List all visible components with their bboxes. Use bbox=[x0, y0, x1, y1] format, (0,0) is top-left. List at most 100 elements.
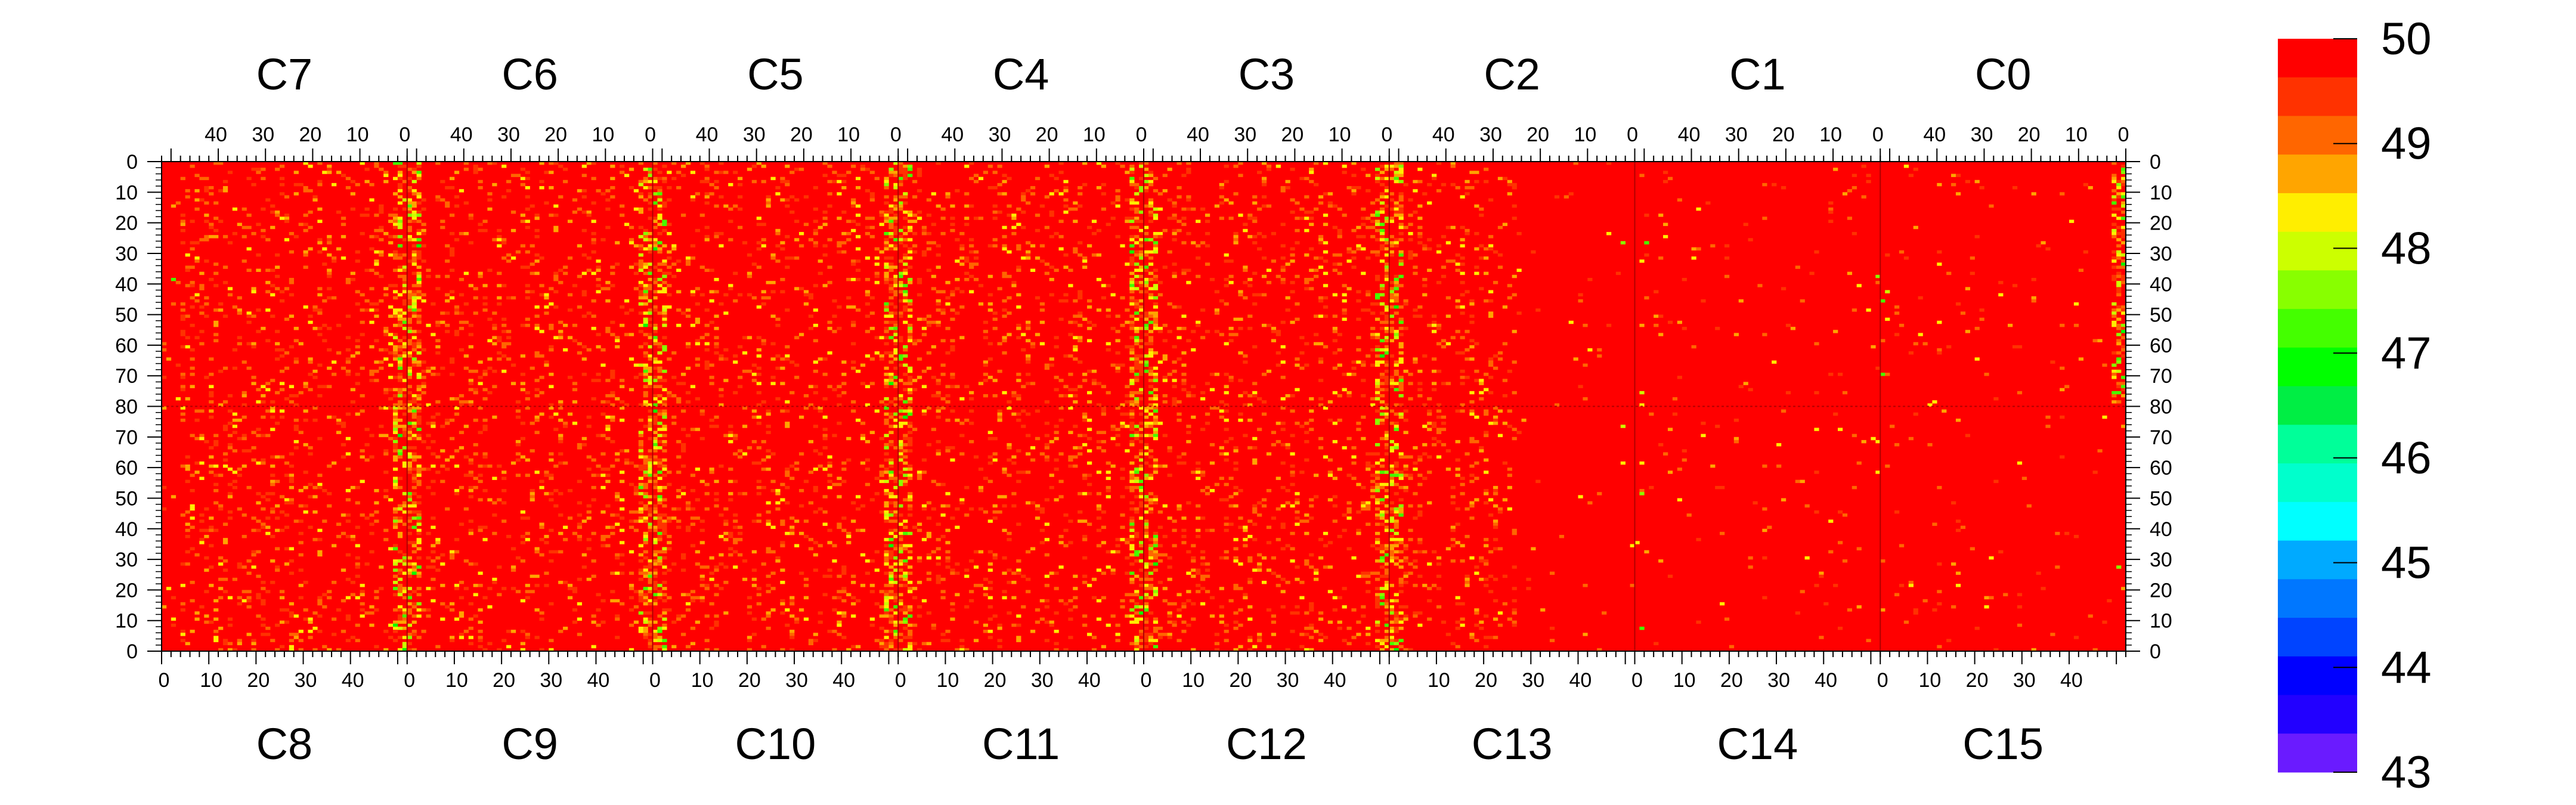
heatmap-cell bbox=[1063, 528, 1069, 532]
heatmap-cell bbox=[723, 204, 729, 208]
heatmap-cell bbox=[652, 580, 658, 584]
heatmap-cell bbox=[411, 345, 417, 349]
heatmap-cell bbox=[369, 611, 374, 615]
heatmap-cell bbox=[289, 314, 295, 318]
heatmap-cell bbox=[888, 443, 894, 447]
heatmap-cell bbox=[411, 476, 417, 480]
heatmap-cell bbox=[397, 584, 403, 587]
heatmap-cell bbox=[1129, 507, 1135, 511]
heatmap-cell bbox=[780, 366, 785, 370]
heatmap-cell bbox=[317, 327, 323, 330]
heatmap-cell bbox=[643, 385, 648, 389]
heatmap-cell bbox=[327, 171, 332, 174]
heatmap-cell bbox=[992, 504, 998, 508]
heatmap-cell bbox=[374, 360, 379, 364]
heatmap-cell bbox=[194, 241, 200, 244]
heatmap-cell bbox=[279, 192, 285, 196]
heatmap-cell bbox=[1002, 299, 1007, 303]
heatmap-cell bbox=[973, 620, 979, 624]
heatmap-cell bbox=[1073, 207, 1078, 211]
heatmap-cell bbox=[756, 336, 761, 339]
heatmap-cell bbox=[1110, 571, 1116, 575]
heatmap-cell bbox=[638, 210, 643, 214]
heatmap-cell bbox=[402, 277, 408, 281]
heatmap-cell bbox=[615, 513, 620, 517]
heatmap-cell bbox=[317, 287, 323, 290]
heatmap-cell bbox=[841, 461, 847, 465]
heatmap-cell bbox=[865, 302, 871, 306]
heatmap-cell bbox=[695, 516, 700, 520]
heatmap-cell bbox=[218, 587, 224, 590]
heatmap-cell bbox=[411, 363, 417, 367]
heatmap-cell bbox=[1106, 485, 1111, 490]
heatmap-cell bbox=[1011, 394, 1017, 398]
heatmap-cell bbox=[785, 235, 790, 239]
heatmap-cell bbox=[397, 339, 403, 343]
heatmap-cell bbox=[397, 363, 403, 367]
heatmap-cell bbox=[180, 584, 185, 587]
heatmap-cell bbox=[676, 171, 682, 174]
heatmap-cell bbox=[855, 308, 861, 312]
heatmap-cell bbox=[411, 244, 417, 247]
heatmap-cell bbox=[350, 580, 355, 584]
heatmap-cell bbox=[530, 495, 535, 499]
heatmap-cell bbox=[416, 290, 422, 293]
heatmap-cell bbox=[648, 409, 653, 413]
heatmap-cell bbox=[648, 238, 653, 242]
heatmap-cell bbox=[803, 577, 809, 581]
heatmap-cell bbox=[332, 461, 337, 465]
heatmap-cell bbox=[454, 171, 460, 174]
heatmap-cell bbox=[803, 617, 809, 621]
heatmap-cell bbox=[327, 596, 332, 600]
heatmap-cell bbox=[756, 513, 761, 517]
heatmap-cell bbox=[1110, 216, 1116, 220]
heatmap-cell bbox=[714, 277, 719, 281]
heatmap-cell bbox=[416, 320, 422, 324]
heatmap-cell bbox=[766, 519, 771, 523]
heatmap-cell bbox=[770, 452, 776, 456]
heatmap-cell bbox=[411, 452, 417, 456]
heatmap-cell bbox=[416, 388, 422, 392]
heatmap-cell bbox=[785, 179, 790, 184]
heatmap-cell bbox=[1120, 513, 1125, 517]
heatmap-cell bbox=[345, 467, 351, 471]
heatmap-cell bbox=[431, 366, 436, 370]
heatmap-cell bbox=[558, 195, 564, 199]
heatmap-cell bbox=[416, 201, 422, 205]
heatmap-cell bbox=[846, 531, 852, 535]
heatmap-cell bbox=[1078, 296, 1083, 300]
heatmap-cell bbox=[903, 584, 908, 587]
heatmap-cell bbox=[1054, 642, 1059, 646]
heatmap-cell bbox=[232, 485, 237, 490]
heatmap-cell bbox=[1101, 439, 1106, 444]
heatmap-cell bbox=[813, 541, 818, 544]
heatmap-cell bbox=[270, 535, 275, 538]
heatmap-cell bbox=[945, 541, 950, 544]
heatmap-cell bbox=[931, 507, 936, 511]
heatmap-cell bbox=[959, 422, 965, 425]
heatmap-cell bbox=[355, 412, 360, 416]
heatmap-cell bbox=[407, 531, 412, 535]
heatmap-cell bbox=[549, 559, 554, 563]
heatmap-cell bbox=[747, 639, 753, 642]
heatmap-cell bbox=[1073, 605, 1078, 609]
heatmap-cell bbox=[445, 244, 450, 247]
heatmap-cell bbox=[497, 244, 502, 247]
heatmap-cell bbox=[407, 446, 412, 450]
heatmap-cell bbox=[789, 256, 795, 260]
heatmap-cell bbox=[945, 302, 950, 306]
heatmap-cell bbox=[1054, 376, 1059, 379]
heatmap-cell bbox=[1082, 182, 1088, 187]
heatmap-cell bbox=[699, 293, 705, 297]
heatmap-cell bbox=[648, 382, 653, 385]
heatmap-cell bbox=[1016, 571, 1021, 575]
heatmap-cell bbox=[1115, 314, 1120, 318]
heatmap-cell bbox=[756, 216, 761, 220]
heatmap-cell bbox=[1091, 382, 1097, 385]
heatmap-cell bbox=[397, 406, 403, 410]
heatmap-cell bbox=[648, 284, 653, 287]
heatmap-cell bbox=[1125, 538, 1130, 541]
heatmap-cell bbox=[317, 473, 323, 477]
heatmap-cell bbox=[407, 354, 412, 358]
heatmap-cell bbox=[841, 174, 847, 177]
